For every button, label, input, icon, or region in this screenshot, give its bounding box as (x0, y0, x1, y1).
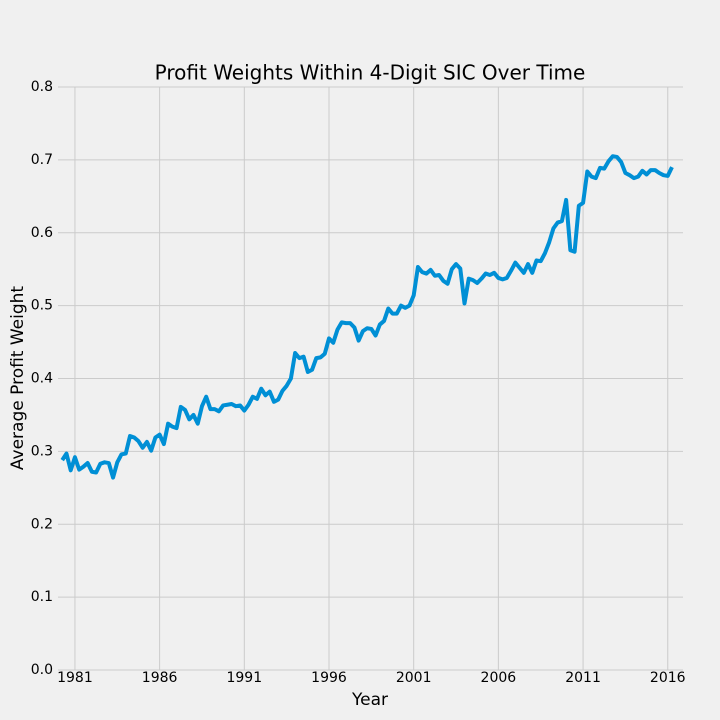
y-tick-label: 0.3 (31, 443, 53, 459)
x-tick-label: 2011 (565, 670, 601, 686)
data-line (60, 154, 674, 480)
y-axis-label: Average Profit Weight (8, 286, 28, 471)
x-tick-label: 1986 (142, 670, 178, 686)
y-tick-label: 0.0 (31, 662, 53, 678)
x-axis-label: Year (351, 690, 388, 710)
y-tick-label: 0.1 (31, 589, 53, 605)
x-tick-label: 2016 (650, 670, 686, 686)
y-tick-label: 0.7 (31, 152, 53, 168)
y-tick-label: 0.8 (31, 79, 53, 95)
x-tick-label: 1981 (57, 670, 93, 686)
y-tick-label: 0.2 (31, 516, 53, 532)
x-tick-label: 2001 (396, 670, 432, 686)
chart-title: Profit Weights Within 4-Digit SIC Over T… (155, 61, 586, 85)
y-tick-label: 0.6 (31, 225, 53, 241)
x-tick-label: 1996 (311, 670, 347, 686)
y-tick-label: 0.5 (31, 298, 53, 314)
x-tick-label: 1991 (226, 670, 262, 686)
x-tick-label: 2006 (481, 670, 517, 686)
y-tick-label: 0.4 (31, 371, 53, 387)
